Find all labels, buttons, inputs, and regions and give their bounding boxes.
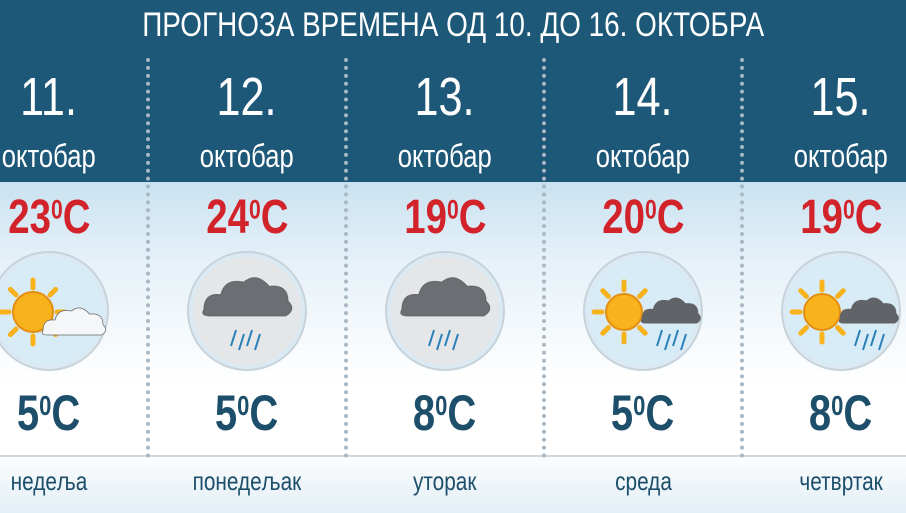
sun-cloud-icon [0, 250, 110, 372]
cloud-icon [202, 277, 293, 317]
day-column: 15. октобар 190C 80C четвртак [742, 0, 906, 513]
high-temp: 240C [205, 191, 289, 244]
header-band [0, 0, 906, 182]
divider-line [0, 455, 906, 457]
sun-icon [789, 279, 855, 345]
month: октобар [2, 138, 96, 174]
rain-cloud-icon [384, 250, 506, 372]
column-divider [146, 58, 150, 458]
low-temp: 50C [215, 385, 279, 441]
high-temp: 190C [799, 191, 883, 244]
rain-cloud-icon [186, 250, 308, 372]
date: 11. [20, 67, 78, 127]
column-divider [740, 58, 744, 458]
date: 15. [810, 67, 872, 127]
rain-icon [656, 329, 687, 351]
date: 13. [414, 67, 476, 127]
rain-icon [428, 329, 459, 351]
low-temp: 80C [413, 385, 477, 441]
cloud-icon [400, 277, 491, 317]
sun-rain-cloud-icon [582, 250, 704, 372]
high-temp: 230C [7, 191, 91, 244]
day-column: 13. октобар 190C 80C уторак [346, 0, 544, 513]
date: 12. [216, 67, 278, 127]
month: октобар [200, 138, 294, 174]
sun-icon [591, 279, 657, 345]
weekday: среда [614, 466, 672, 496]
month: октобар [596, 138, 690, 174]
day-column: 14. октобар 200C 50C среда [544, 0, 742, 513]
forecast-title: ПРОГНОЗА ВРЕМЕНА ОД 10. ДО 16. ОКТОБРА [142, 6, 764, 44]
weekday: недеља [10, 466, 88, 496]
cloud-icon [838, 297, 899, 324]
day-column: 11. октобар 230C 50C недеља [0, 0, 148, 513]
rain-icon [854, 329, 885, 351]
column-divider [542, 58, 546, 458]
column-divider [344, 58, 348, 458]
day-column: 12. октобар 240C 50C понедељак [148, 0, 346, 513]
low-temp: 50C [611, 385, 675, 441]
low-temp: 80C [809, 385, 873, 441]
cloud-icon [640, 297, 701, 324]
high-temp: 200C [601, 191, 685, 244]
weekday: понедељак [192, 466, 302, 496]
high-temp: 190C [403, 191, 487, 244]
month: октобар [398, 138, 492, 174]
sun-rain-cloud-icon [780, 250, 902, 372]
weekday: четвртак [799, 466, 883, 496]
cloud-icon [41, 307, 106, 336]
date: 14. [612, 67, 674, 127]
weekday: уторак [413, 466, 477, 496]
rain-icon [230, 329, 261, 351]
low-temp: 50C [17, 385, 81, 441]
month: октобар [794, 138, 888, 174]
